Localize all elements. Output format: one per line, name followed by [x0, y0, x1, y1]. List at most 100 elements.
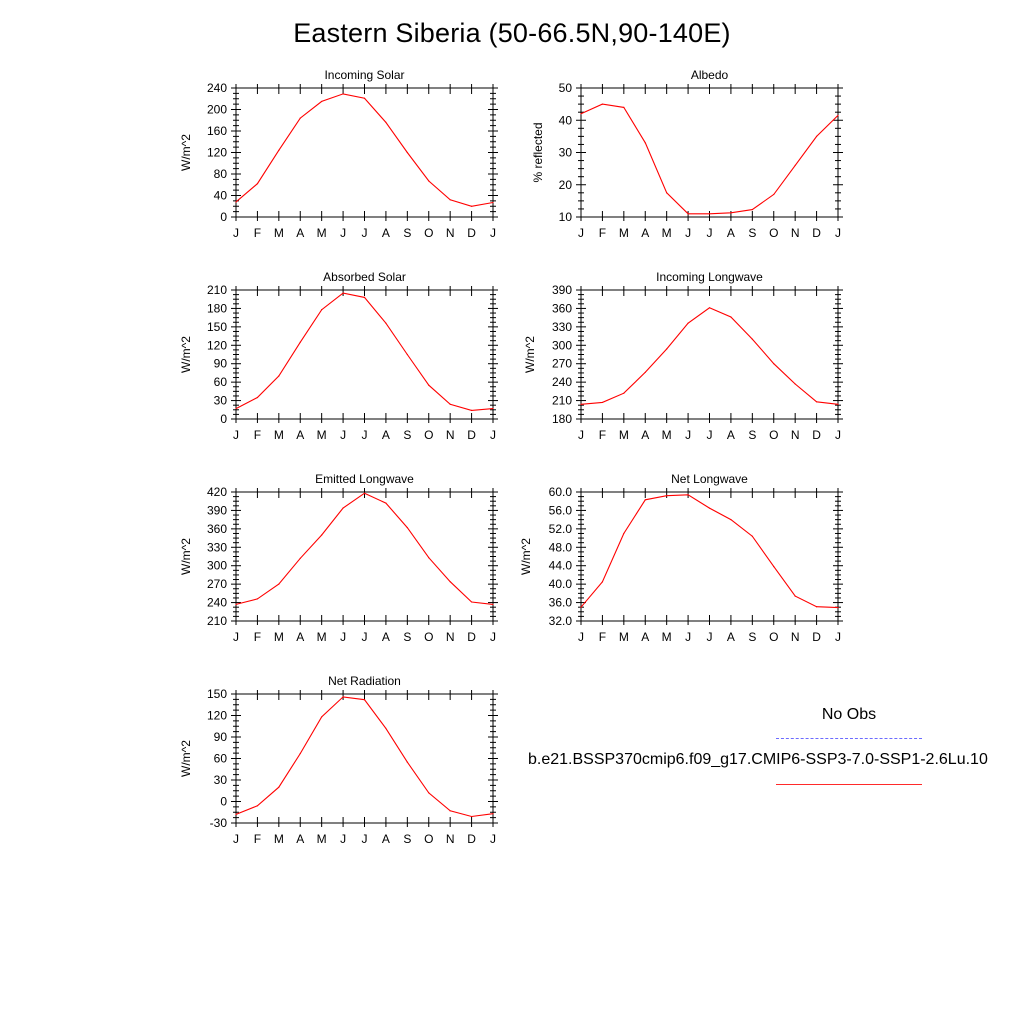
y-tick-label: 44.0 [549, 559, 573, 573]
x-tick-label: F [599, 226, 606, 240]
y-tick-label: 90 [214, 730, 228, 744]
data-point [580, 113, 582, 115]
x-tick-label: A [727, 630, 735, 644]
data-point [342, 696, 344, 698]
x-tick-label: M [662, 226, 672, 240]
panel-title: Albedo [691, 68, 729, 82]
x-tick-label: S [403, 832, 411, 846]
data-point [406, 353, 408, 356]
data-point [623, 532, 625, 535]
x-tick-label: A [382, 832, 390, 846]
data-point [580, 403, 582, 405]
series-line [580, 103, 839, 215]
data-point [406, 761, 408, 763]
data-point [601, 581, 604, 583]
data-point [751, 208, 753, 211]
data-point [449, 581, 451, 583]
y-tick-label: 20 [559, 178, 573, 192]
x-tick-label: M [619, 428, 629, 442]
chart-panel-6: J F M A M J J A S O N D J32.036.040.044.048.052.056.… [519, 472, 843, 644]
x-tick-label: A [641, 428, 649, 442]
x-tick-label: S [748, 226, 756, 240]
data-point [449, 810, 451, 812]
y-tick-label: 36.0 [549, 596, 573, 610]
data-point [601, 401, 604, 404]
x-tick-label: N [791, 428, 800, 442]
data-point [773, 193, 775, 196]
y-tick-label: 210 [207, 283, 227, 297]
data-point [363, 97, 366, 99]
y-tick-label: 390 [552, 283, 572, 297]
y-axis-label: W/m^2 [179, 336, 193, 373]
data-point [385, 121, 387, 123]
data-point [666, 348, 668, 350]
legend-obs-label: No Obs [821, 706, 877, 723]
y-tick-label: 0 [220, 210, 227, 224]
x-tick-label: J [835, 630, 841, 644]
y-tick-label: 0 [220, 795, 227, 809]
data-point [492, 603, 494, 606]
data-point [687, 494, 689, 496]
x-tick-label: A [296, 630, 304, 644]
data-point [321, 309, 323, 311]
x-tick-label: A [382, 226, 390, 240]
data-point [666, 495, 668, 497]
y-tick-label: -30 [210, 816, 228, 830]
x-tick-label: M [662, 630, 672, 644]
x-tick-label: S [748, 630, 756, 644]
x-tick-label: O [424, 630, 433, 644]
y-tick-label: 270 [207, 577, 227, 591]
x-tick-label: N [446, 630, 455, 644]
y-tick-label: 330 [207, 540, 227, 554]
x-tick-label: N [446, 428, 455, 442]
x-tick-label: F [599, 630, 606, 644]
data-point [342, 93, 344, 95]
y-tick-label: 10 [559, 210, 573, 224]
y-tick-label: 60.0 [549, 485, 573, 499]
x-tick-label: D [812, 630, 821, 644]
y-tick-label: 330 [552, 320, 572, 334]
data-point [644, 499, 646, 501]
data-point [428, 384, 430, 386]
x-tick-label: A [727, 226, 735, 240]
series-line [235, 696, 494, 818]
panel-title: Absorbed Solar [323, 270, 406, 284]
data-point [278, 583, 280, 585]
x-tick-label: M [274, 832, 284, 846]
data-point [708, 507, 711, 509]
data-point [837, 403, 839, 405]
data-point [299, 117, 301, 119]
series-line [235, 292, 494, 411]
chart-panel-3: J F M A M J J A S O N D J0306090120150180210Absorbed… [179, 270, 498, 442]
data-point [794, 164, 796, 166]
y-tick-label: 32.0 [549, 614, 573, 628]
x-tick-label: M [662, 428, 672, 442]
series-line [235, 492, 494, 605]
x-tick-label: J [362, 630, 368, 644]
x-tick-label: S [403, 226, 411, 240]
x-tick-label: D [467, 428, 476, 442]
x-tick-label: A [296, 428, 304, 442]
y-tick-label: 360 [552, 301, 572, 315]
data-point [256, 805, 259, 807]
data-point [256, 598, 259, 600]
data-point [321, 100, 323, 103]
data-point [730, 212, 732, 214]
x-tick-label: D [467, 630, 476, 644]
x-tick-label: F [254, 428, 261, 442]
data-point [492, 813, 494, 815]
y-tick-label: 150 [207, 320, 227, 334]
data-point [470, 205, 473, 207]
x-tick-label: J [340, 428, 346, 442]
x-tick-label: M [274, 226, 284, 240]
series-line [235, 93, 494, 207]
data-point [256, 183, 259, 185]
y-tick-label: 180 [207, 301, 227, 315]
data-point [363, 699, 366, 701]
data-point [278, 149, 280, 151]
data-point [428, 557, 430, 559]
data-point [708, 213, 711, 215]
x-tick-label: J [362, 428, 368, 442]
